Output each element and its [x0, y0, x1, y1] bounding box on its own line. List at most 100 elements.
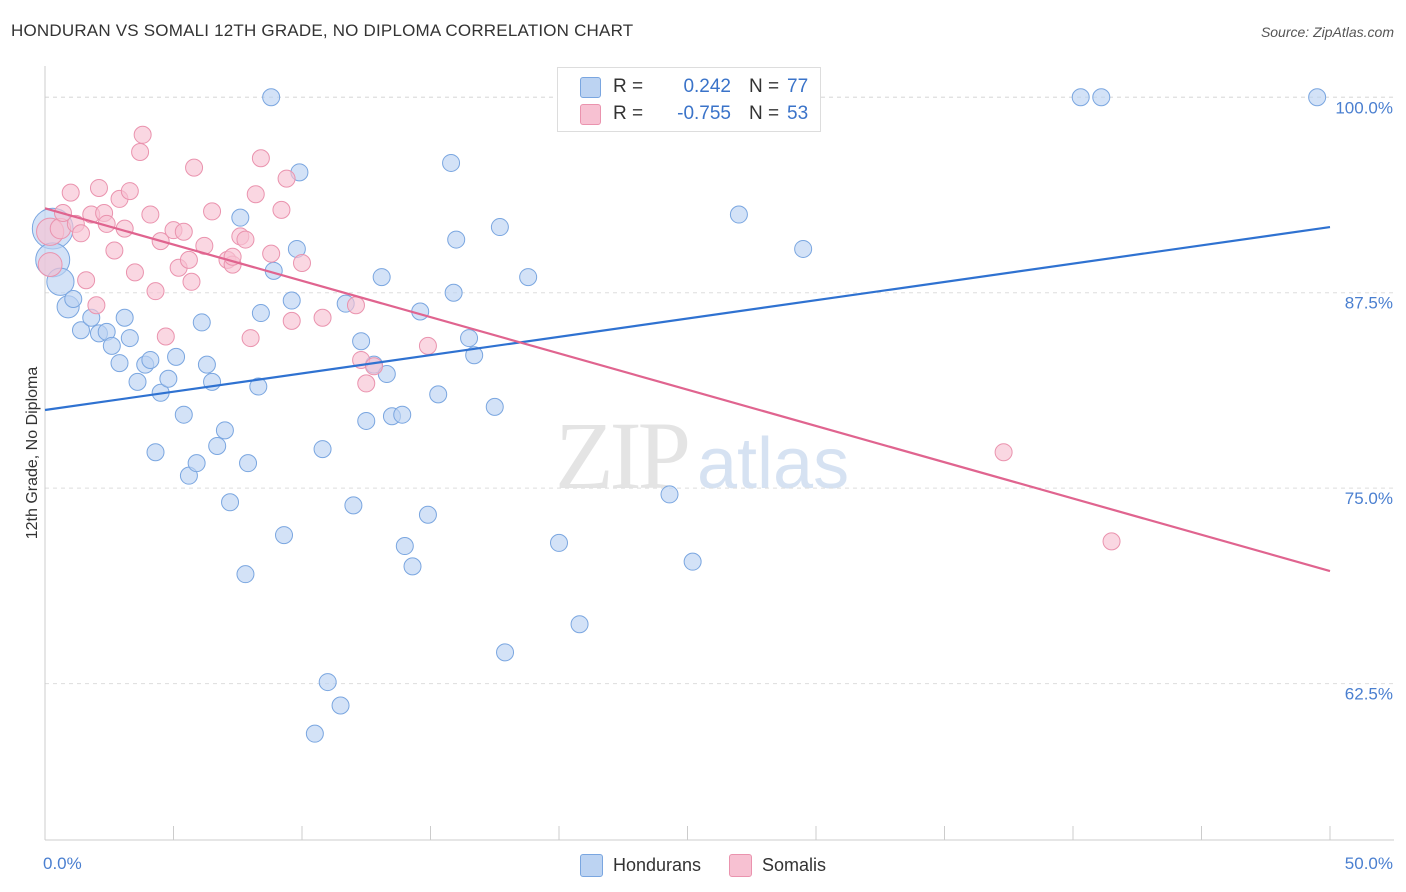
honduran-point [208, 436, 227, 455]
somali-point [418, 336, 437, 355]
legend-row-hondurans: R = 0.242 N = 77 [580, 75, 808, 99]
somali-point [262, 244, 281, 263]
series-legend: Hondurans Somalis [0, 853, 1406, 877]
somali-point [203, 202, 222, 221]
honduran-point [1308, 88, 1327, 107]
honduran-point [331, 696, 350, 715]
series-legend-label: Hondurans [612, 854, 702, 875]
somali-point [272, 200, 291, 219]
honduran-point [485, 397, 504, 416]
somali-point [133, 125, 152, 144]
somali-point [364, 357, 383, 376]
honduran-point [465, 346, 484, 365]
honduran-point [305, 724, 324, 743]
honduran-point [519, 268, 538, 287]
honduran-point [251, 304, 270, 323]
somali-point [71, 224, 90, 243]
somali-point [313, 308, 332, 327]
legend-n-value: 53 [787, 103, 809, 124]
x-tick-label: 0.0% [43, 854, 82, 873]
somali-point [146, 282, 165, 301]
legend: R = 0.242 N = 77 R = -0.755 N = 53 [557, 67, 821, 132]
honduran-point [447, 230, 466, 249]
somali-point [125, 263, 144, 282]
honduran-point [187, 454, 206, 473]
honduran-point [496, 643, 515, 662]
somali-point [994, 443, 1013, 462]
honduran-point [444, 283, 463, 302]
y-tick-label: 62.5% [1345, 685, 1393, 704]
somali-point [156, 327, 175, 346]
legend-r-value: -0.755 [677, 103, 731, 124]
honduran-point [239, 454, 258, 473]
honduran-point [167, 347, 186, 366]
legend-row-somalis: R = -0.755 N = 53 [580, 102, 808, 126]
series-legend-hondurans[interactable]: Hondurans [579, 853, 702, 877]
honduran-point [429, 385, 448, 404]
somali-point [236, 230, 255, 249]
honduran-point [1071, 88, 1090, 107]
honduran-point [729, 205, 748, 224]
honduran-point [460, 329, 479, 348]
honduran-point [372, 268, 391, 287]
honduran-point [357, 411, 376, 430]
source-label: Source: ZipAtlas.com [1260, 24, 1394, 40]
honduran-point [120, 329, 139, 348]
honduran-point [570, 615, 589, 634]
legend-r-label: R = [613, 76, 644, 97]
honduran-point [318, 673, 337, 692]
legend-swatch-somalis [580, 103, 601, 125]
series-legend-somalis[interactable]: Somalis [729, 853, 826, 877]
x-tick-label: 50.0% [1345, 854, 1393, 873]
y-axis-title: 12th Grade, No Diploma [24, 367, 41, 540]
y-tick-label: 87.5% [1345, 294, 1393, 313]
honduran-point [794, 239, 813, 258]
honduran-point [174, 405, 193, 424]
honduran-point [683, 552, 702, 571]
somali-point [293, 254, 311, 273]
honduran-point [442, 153, 461, 172]
honduran-point [102, 336, 121, 355]
honduran-point [71, 321, 90, 340]
honduran-point [393, 405, 412, 424]
somali-trend-line [44, 207, 1331, 573]
watermark-atlas: atlas [697, 424, 850, 504]
honduran-point [490, 218, 509, 237]
honduran-point [146, 443, 165, 462]
honduran-point [352, 332, 371, 351]
honduran-point [64, 289, 83, 308]
somali-point [241, 329, 260, 348]
honduran-point [660, 485, 679, 504]
legend-swatch-hondurans [580, 76, 601, 98]
honduran-point [215, 421, 234, 440]
honduran-point [1092, 88, 1111, 107]
chart-title: HONDURAN VS SOMALI 12TH GRADE, NO DIPLOM… [11, 21, 634, 40]
honduran-point [275, 526, 294, 545]
honduran-point [395, 537, 414, 556]
somali-point [105, 241, 124, 260]
somali-point [37, 252, 63, 277]
honduran-point [403, 557, 422, 576]
somali-point [61, 183, 80, 202]
somali-point [131, 143, 150, 161]
legend-r-label: R = [613, 103, 644, 124]
somali-point [1102, 532, 1121, 551]
somali-point [246, 185, 265, 204]
somali-point [357, 374, 376, 393]
series-swatch-somalis [729, 853, 753, 877]
honduran-point [236, 565, 255, 584]
honduran-point [221, 493, 240, 512]
somali-point [87, 296, 106, 315]
series-swatch-hondurans [579, 853, 603, 877]
legend-n-label: N = [749, 103, 780, 124]
honduran-point [128, 372, 147, 391]
honduran-point [282, 291, 301, 310]
honduran-point [313, 440, 332, 459]
somali-point [120, 182, 139, 201]
somali-point [282, 311, 301, 330]
series-legend-label: Somalis [762, 854, 827, 875]
honduran-point [110, 354, 129, 373]
honduran-point [192, 313, 211, 332]
honduran-point [262, 88, 281, 107]
